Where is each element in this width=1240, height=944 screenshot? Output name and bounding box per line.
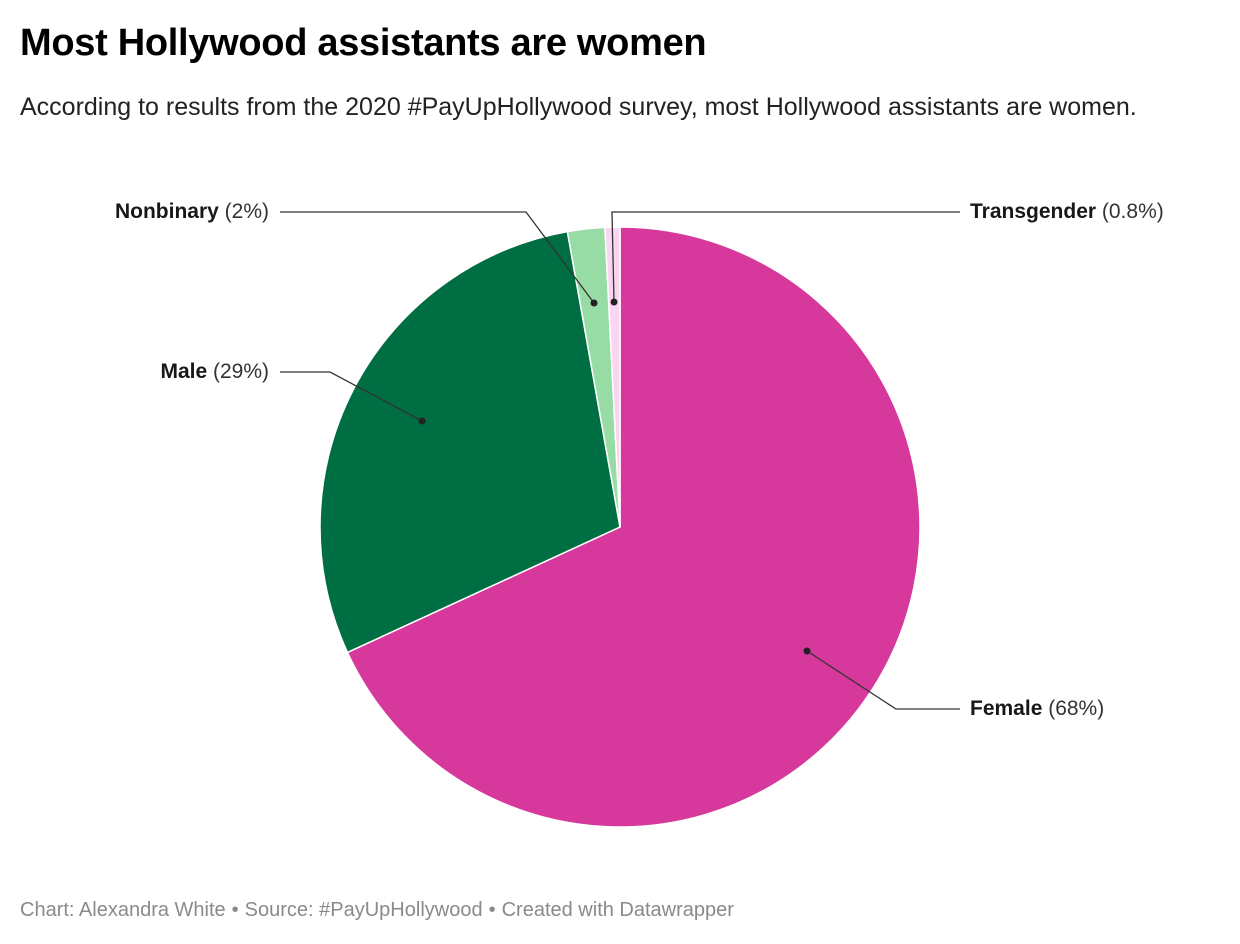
pie-slice-male[interactable]	[319, 230, 621, 654]
leader-dot-nonbinary	[590, 299, 598, 307]
leader-line-female	[806, 650, 960, 710]
footer-separator: •	[488, 899, 496, 921]
chart-subtitle: According to results from the 2020 #PayU…	[20, 93, 1137, 121]
chart-credit: Chart: Alexandra White	[20, 899, 226, 921]
pie-slice-female[interactable]	[346, 226, 921, 828]
leader-line-transgender	[611, 211, 960, 303]
leader-dot-female	[803, 647, 811, 655]
slice-label-value: (29%)	[207, 360, 269, 383]
slice-label-value: (68%)	[1042, 697, 1104, 720]
slice-label-name: Transgender	[970, 200, 1096, 223]
slice-label-female: Female (68%)	[970, 697, 1104, 720]
leader-dot-transgender	[610, 298, 618, 306]
chart-footer: Chart: Alexandra White • Source: #PayUpHol…	[20, 899, 734, 922]
label-leader-lines	[280, 211, 960, 710]
slice-label-nonbinary: Nonbinary (2%)	[115, 200, 269, 223]
slice-label-transgender: Transgender (0.8%)	[970, 200, 1164, 223]
chart-title: Most Hollywood assistants are women	[20, 22, 707, 64]
pie-slices	[319, 226, 921, 828]
slice-label-value: (2%)	[219, 200, 269, 223]
leader-line-male	[280, 371, 423, 422]
slice-label-value: (0.8%)	[1096, 200, 1164, 223]
slice-label-name: Female	[970, 697, 1042, 720]
slice-label-male: Male (29%)	[160, 360, 269, 383]
leader-line-nonbinary	[280, 211, 595, 304]
slice-label-name: Nonbinary	[115, 200, 219, 223]
datawrapper-link[interactable]: Created with Datawrapper	[501, 899, 734, 921]
leader-dot-male	[418, 417, 426, 425]
slice-label-name: Male	[160, 360, 207, 383]
slice-labels: Female (68%) Male (29%) Nonbinary (2%) Tran…	[115, 200, 1164, 720]
footer-separator: •	[231, 899, 239, 921]
source-link[interactable]: Source: #PayUpHollywood	[244, 899, 483, 921]
